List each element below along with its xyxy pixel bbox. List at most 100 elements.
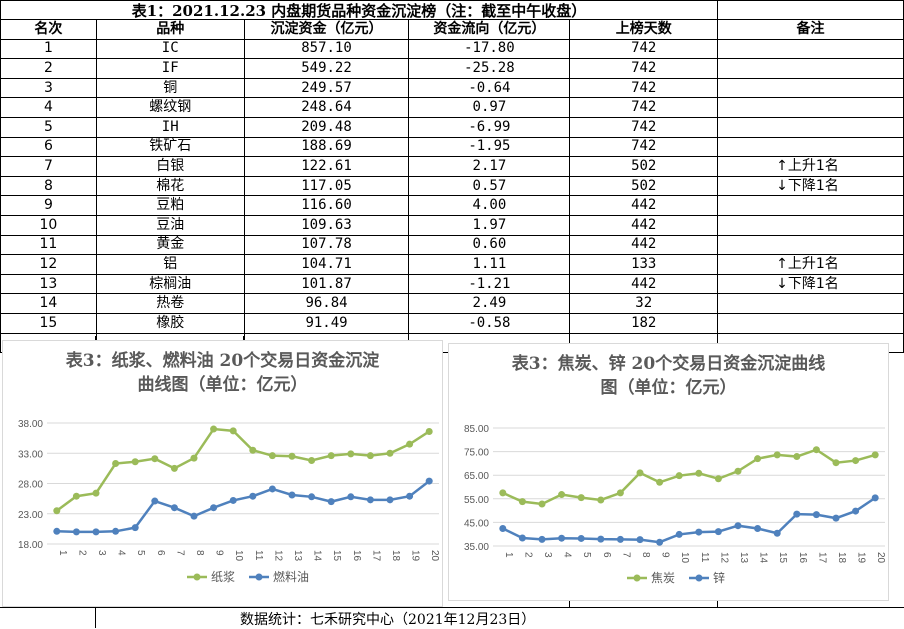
header-days[interactable]: 上榜天数 [569,19,719,40]
rank-cell[interactable]: 15 [0,312,97,334]
header-rank[interactable]: 名次 [0,19,97,40]
days-cell[interactable]: 133 [569,254,719,275]
rank-cell[interactable]: 7 [0,156,97,177]
rank-cell[interactable]: 1 [0,38,97,60]
note-cell[interactable] [717,58,904,79]
note-cell[interactable] [717,195,904,216]
rank-cell[interactable]: 11 [0,234,97,256]
note-cell[interactable] [717,136,904,158]
capital-cell[interactable]: 116.60 [243,195,410,216]
header-flow[interactable]: 资金流向（亿元） [408,19,571,40]
flow-cell[interactable]: -0.58 [408,312,571,334]
days-cell[interactable]: 502 [569,156,719,177]
flow-cell[interactable]: 4.00 [408,195,571,216]
flow-cell[interactable]: 0.60 [408,234,571,256]
note-cell[interactable]: ↓下降1名 [717,273,904,295]
capital-cell[interactable]: 96.84 [243,293,410,314]
rank-cell[interactable]: 13 [0,273,97,295]
note-cell[interactable] [717,38,904,60]
capital-cell[interactable]: 107.78 [243,234,410,256]
days-cell[interactable]: 182 [569,312,719,334]
table-title[interactable]: 表1：2021.12.23 内盘期货品种资金沉淀榜（注：截至中午收盘） [0,0,718,20]
name-cell[interactable]: 黄金 [95,234,245,256]
flow-cell[interactable]: 0.57 [408,175,571,197]
name-cell[interactable]: 橡胶 [95,312,245,334]
days-cell[interactable]: 442 [569,273,719,295]
rank-cell[interactable]: 10 [0,214,97,236]
rank-cell[interactable]: 4 [0,97,97,118]
note-cell[interactable]: ↑上升1名 [717,254,904,275]
name-cell[interactable]: 棕榈油 [95,273,245,295]
capital-cell[interactable]: 248.64 [243,97,410,118]
capital-cell[interactable]: 117.05 [243,175,410,197]
rank-cell[interactable]: 8 [0,175,97,197]
days-cell[interactable]: 742 [569,136,719,158]
rank-cell[interactable]: 12 [0,254,97,275]
flow-cell[interactable]: -6.99 [408,116,571,138]
note-cell[interactable] [717,214,904,236]
flow-cell[interactable]: -1.21 [408,273,571,295]
name-cell[interactable]: 白银 [95,156,245,177]
capital-cell[interactable]: 101.87 [243,273,410,295]
name-cell[interactable]: IF [95,58,245,79]
rank-cell[interactable]: 2 [0,58,97,79]
days-cell[interactable]: 442 [569,234,719,256]
note-cell[interactable] [717,293,904,314]
rank-cell[interactable]: 5 [0,116,97,138]
flow-cell[interactable]: 1.11 [408,254,571,275]
days-cell[interactable]: 742 [569,77,719,99]
note-cell[interactable] [717,97,904,118]
days-cell[interactable]: 742 [569,38,719,60]
header-note[interactable]: 备注 [717,19,904,40]
days-cell[interactable]: 442 [569,195,719,216]
days-cell[interactable]: 742 [569,58,719,79]
rank-cell[interactable]: 9 [0,195,97,216]
chart-pulp-fueloil[interactable]: 表3：纸浆、燃料油 20个交易日资金沉淀 曲线图（单位：亿元） 38.00 33.… [2,340,443,607]
name-cell[interactable]: 豆粕 [95,195,245,216]
capital-cell[interactable]: 549.22 [243,58,410,79]
name-cell[interactable]: 螺纹钢 [95,97,245,118]
flow-cell[interactable]: -25.28 [408,58,571,79]
title-blank-cell[interactable] [718,0,904,20]
flow-cell[interactable]: 1.97 [408,214,571,236]
capital-cell[interactable]: 91.49 [243,312,410,334]
note-cell[interactable] [717,312,904,334]
name-cell[interactable]: 铜 [95,77,245,99]
flow-cell[interactable]: 2.17 [408,156,571,177]
capital-cell[interactable]: 109.63 [243,214,410,236]
note-cell[interactable]: ↑上升1名 [717,156,904,177]
capital-cell[interactable]: 249.57 [243,77,410,99]
days-cell[interactable]: 32 [569,293,719,314]
flow-cell[interactable]: -0.64 [408,77,571,99]
chart-coke-zinc[interactable]: 表3：焦炭、锌 20个交易日资金沉淀曲线 图（单位：亿元） 85.00 75.00… [448,343,889,601]
note-cell[interactable] [717,234,904,256]
rank-cell[interactable]: 3 [0,77,97,99]
note-cell[interactable] [717,116,904,138]
capital-cell[interactable]: 857.10 [243,38,410,60]
name-cell[interactable]: 铝 [95,254,245,275]
name-cell[interactable]: 豆油 [95,214,245,236]
name-cell[interactable]: 热卷 [95,293,245,314]
days-cell[interactable]: 502 [569,175,719,197]
header-name[interactable]: 品种 [95,19,245,40]
capital-cell[interactable]: 188.69 [243,136,410,158]
capital-cell[interactable]: 104.71 [243,254,410,275]
name-cell[interactable]: 棉花 [95,175,245,197]
note-cell[interactable]: ↓下降1名 [717,175,904,197]
header-capital[interactable]: 沉淀资金（亿元） [243,19,410,40]
note-cell[interactable] [717,77,904,99]
flow-cell[interactable]: 0.97 [408,97,571,118]
rank-cell[interactable]: 6 [0,136,97,158]
days-cell[interactable]: 742 [569,97,719,118]
rank-cell[interactable]: 14 [0,293,97,314]
flow-cell[interactable]: 2.49 [408,293,571,314]
capital-cell[interactable]: 209.48 [243,116,410,138]
footer-source[interactable]: 数据统计：七禾研究中心（2021年12月23日） [240,612,536,628]
capital-cell[interactable]: 122.61 [243,156,410,177]
name-cell[interactable]: IH [95,116,245,138]
name-cell[interactable]: IC [95,38,245,60]
days-cell[interactable]: 442 [569,214,719,236]
flow-cell[interactable]: -17.80 [408,38,571,60]
flow-cell[interactable]: -1.95 [408,136,571,158]
days-cell[interactable]: 742 [569,116,719,138]
